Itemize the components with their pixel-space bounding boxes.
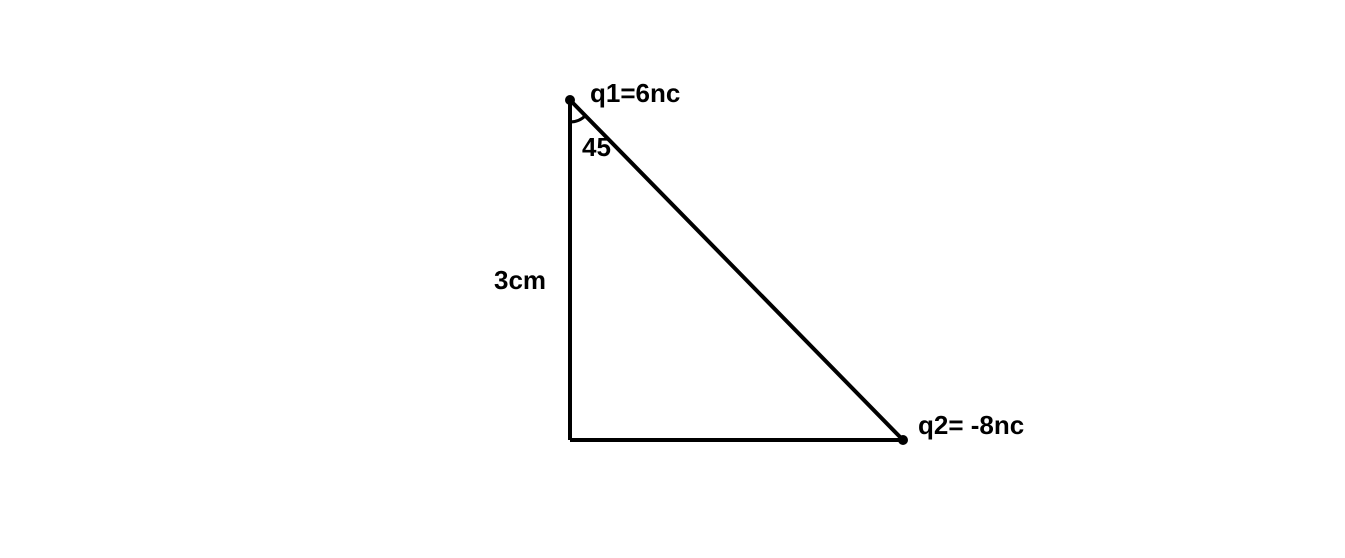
q2-text: q2= -8nc <box>918 410 1024 440</box>
hypotenuse-edge <box>570 100 903 440</box>
side-text: 3cm <box>494 265 546 295</box>
q2-label: q2= -8nc <box>918 410 1024 441</box>
q1-text: q1=6nc <box>590 78 680 108</box>
angle-arc-group <box>570 116 586 122</box>
angle-text: 45 <box>582 132 611 162</box>
physics-diagram: q1=6nc 45 3cm q2= -8nc <box>0 0 1345 558</box>
q2-point <box>898 435 908 445</box>
q1-label: q1=6nc <box>590 78 680 109</box>
angle-arc <box>570 116 586 122</box>
angle-label: 45 <box>582 132 611 163</box>
triangle-edges <box>570 100 903 440</box>
q1-point <box>565 95 575 105</box>
side-length-label: 3cm <box>494 265 546 296</box>
